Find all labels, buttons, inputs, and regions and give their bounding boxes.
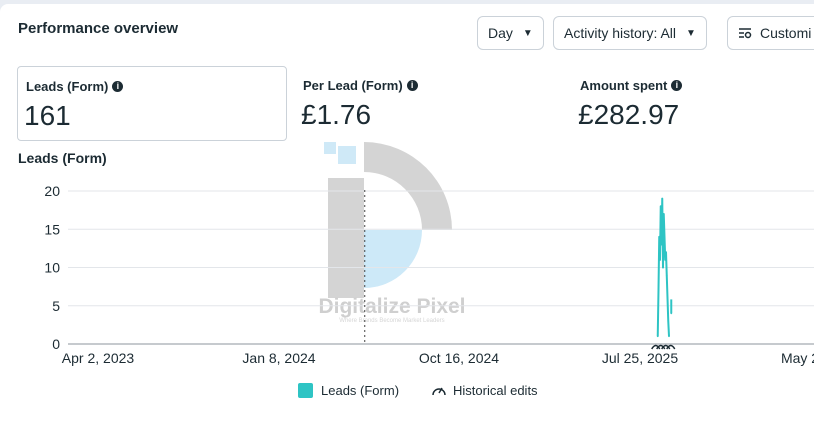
activity-label: Activity history: All xyxy=(564,25,677,41)
data-point xyxy=(666,297,669,299)
legend-swatch xyxy=(298,383,313,398)
data-point xyxy=(668,335,670,338)
history-gauge-icon xyxy=(431,384,447,398)
data-point xyxy=(656,335,659,338)
metric-leads[interactable]: Leads (Form) i 161 xyxy=(17,66,287,141)
caret-down-icon: ▼ xyxy=(522,27,533,39)
caret-down-icon: ▼ xyxy=(686,27,696,39)
data-point xyxy=(661,197,664,200)
historical-edit-marker xyxy=(651,344,661,350)
customize-button[interactable]: Customi xyxy=(727,16,814,50)
y-tick-label: 15 xyxy=(44,221,60,237)
data-point xyxy=(665,274,668,276)
activity-history-dropdown[interactable]: Activity history: All ▼ xyxy=(553,16,707,50)
y-tick-label: 5 xyxy=(52,298,60,314)
data-point xyxy=(665,251,667,253)
data-point xyxy=(657,289,660,292)
historical-edit-marker xyxy=(661,344,671,350)
data-point xyxy=(659,205,662,208)
metric-label: Per Lead (Form) xyxy=(303,78,403,93)
metric-value: £282.97 xyxy=(578,99,680,130)
day-label: Day xyxy=(488,25,513,41)
data-point xyxy=(658,236,661,238)
chart-title: Leads (Form) xyxy=(18,150,107,166)
metric-value: 161 xyxy=(24,100,71,131)
sliders-icon xyxy=(738,27,752,39)
page-title: Performance overview xyxy=(18,20,179,37)
legend-series-label[interactable]: Leads (Form) xyxy=(321,383,400,398)
x-tick-label: Apr 2, 2023 xyxy=(62,350,135,366)
data-point xyxy=(663,236,666,238)
y-tick-label: 20 xyxy=(44,183,60,199)
x-tick-label: Jan 8, 2024 xyxy=(242,350,315,366)
series-line xyxy=(656,197,671,337)
customize-label: Customi xyxy=(760,25,812,41)
data-point xyxy=(659,259,661,261)
legend-edits-label[interactable]: Historical edits xyxy=(453,383,538,398)
x-tick-label: Jul 25, 2025 xyxy=(602,350,678,366)
day-dropdown[interactable]: Day ▼ xyxy=(477,16,544,50)
data-point xyxy=(664,259,667,261)
x-tick-label: May 2 xyxy=(781,350,814,366)
x-tick-label: Oct 16, 2024 xyxy=(419,350,499,366)
data-point xyxy=(662,213,665,215)
metric-label: Leads (Form) xyxy=(26,79,109,94)
chart-legend: Leads (Form) Historical edits xyxy=(298,383,538,398)
data-point xyxy=(670,312,673,315)
info-icon[interactable]: i xyxy=(671,80,683,91)
data-point xyxy=(667,320,670,322)
metric-label: Amount spent xyxy=(580,78,668,93)
data-point xyxy=(660,243,663,246)
historical-edit-marker xyxy=(656,344,666,350)
metric-amount-spent[interactable]: Amount spent i £282.97 xyxy=(572,66,812,141)
y-tick-label: 10 xyxy=(44,260,60,276)
data-point xyxy=(662,266,664,269)
leads-line-chart: 0 5 10 15 20 Apr 2, 2023 Jan 8, 2024 Oct 16, 20… xyxy=(44,183,814,366)
historical-edit-marker xyxy=(666,344,676,350)
metric-per-lead[interactable]: Per Lead (Form) i £1.76 xyxy=(295,66,565,141)
info-icon[interactable]: i xyxy=(112,81,124,92)
y-tick-label: 0 xyxy=(52,336,60,352)
metric-value: £1.76 xyxy=(301,99,372,130)
info-icon[interactable]: i xyxy=(406,80,418,91)
